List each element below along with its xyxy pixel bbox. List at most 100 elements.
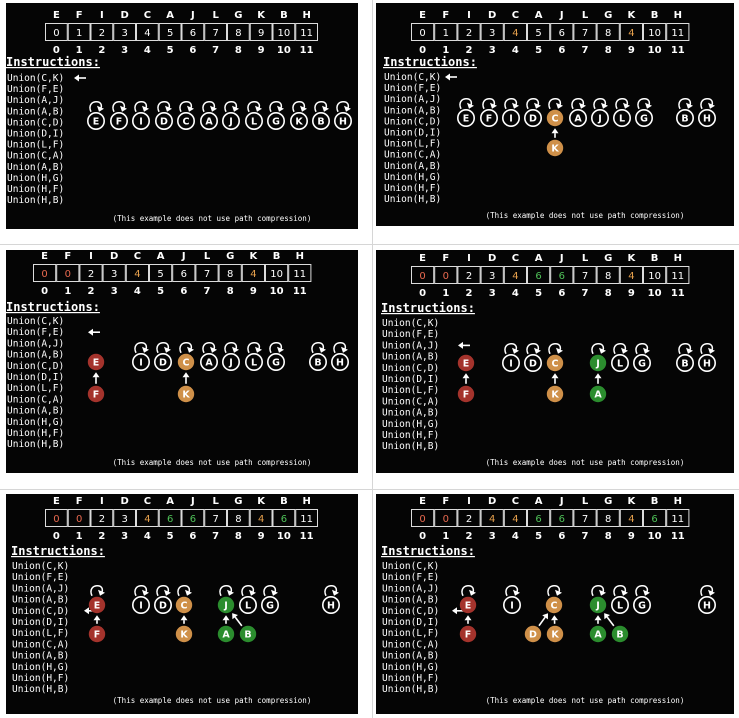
array-index: 2: [88, 286, 95, 297]
column-letter-L: L: [204, 251, 211, 262]
instruction-line: Union(A,B): [384, 161, 441, 172]
svg-text:C: C: [183, 358, 190, 369]
array-index: 5: [535, 288, 542, 299]
svg-text:G: G: [266, 601, 274, 612]
svg-text:D: D: [529, 630, 537, 641]
array-cell: [596, 23, 620, 41]
svg-text:H: H: [339, 117, 347, 128]
array-cell: [527, 509, 551, 527]
array-value: 4: [134, 269, 140, 280]
node-D: D: [523, 109, 542, 128]
array-index: 3: [489, 288, 496, 299]
self-loop-arrow: [482, 98, 497, 110]
svg-text:G: G: [638, 359, 646, 370]
parent-pointer-arrow: [594, 373, 602, 384]
node-J: J: [222, 112, 241, 131]
column-letter-F: F: [76, 496, 83, 507]
svg-text:A: A: [205, 117, 213, 128]
array-cell: [573, 509, 597, 527]
svg-text:I: I: [509, 359, 513, 370]
array-index: 6: [558, 531, 565, 542]
instruction-line: Union(H,F): [384, 183, 441, 194]
array-value: 3: [121, 514, 127, 525]
instruction-line: Union(A,B): [7, 350, 64, 361]
array-value: 8: [605, 28, 611, 39]
array-cell: [573, 23, 597, 41]
array-cell: [434, 266, 458, 284]
instruction-line: Union(H,G): [382, 662, 439, 673]
parent-pointer-arrow: [462, 373, 470, 384]
array-value: 2: [466, 271, 472, 282]
svg-text:D: D: [529, 114, 537, 125]
array-cell: [295, 23, 318, 41]
array-value: 6: [281, 514, 287, 525]
array-value: 4: [144, 28, 150, 39]
array-index: 6: [558, 45, 565, 56]
column-letter-K: K: [257, 10, 266, 21]
parent-pointer-arrow: [464, 615, 472, 624]
node-D: D: [524, 625, 542, 643]
column-letter-B: B: [273, 251, 281, 262]
array-value: 4: [628, 271, 634, 282]
svg-text:B: B: [681, 359, 688, 370]
array-value: 3: [489, 271, 495, 282]
svg-text:F: F: [463, 390, 470, 401]
array-index: 0: [53, 531, 60, 542]
array-cell: [136, 23, 159, 41]
column-letter-I: I: [467, 10, 471, 21]
instruction-line: Union(D,I): [382, 617, 439, 628]
footnote: (This example does not use path compress…: [113, 214, 312, 223]
self-loop-arrow: [179, 101, 194, 113]
current-instruction-arrow: [445, 73, 457, 81]
instruction-line: Union(A,B): [382, 408, 439, 419]
array-index: 2: [98, 45, 105, 56]
array-index: 8: [605, 45, 612, 56]
array-value: 7: [582, 514, 588, 525]
array-index: 8: [235, 531, 242, 542]
svg-text:F: F: [93, 390, 100, 401]
array-value: 6: [651, 514, 657, 525]
array-index: 0: [53, 45, 60, 56]
node-F: F: [457, 385, 475, 403]
self-loop-arrow: [224, 342, 239, 354]
column-letter-E: E: [53, 10, 60, 21]
column-letter-D: D: [488, 496, 496, 507]
parent-pointer-arrow: [182, 372, 190, 384]
svg-text:L: L: [251, 358, 257, 369]
node-C: C: [545, 596, 563, 614]
instruction-line: Union(L,F): [382, 385, 439, 396]
parent-pointer-arrow: [538, 613, 549, 627]
self-loop-arrow: [635, 585, 650, 597]
array-value: 4: [258, 514, 264, 525]
node-F: F: [88, 625, 106, 643]
array-index: 0: [41, 286, 48, 297]
instruction-line: Union(A,J): [12, 583, 69, 594]
node-C: C: [177, 353, 195, 371]
parent-pointer-arrow: [93, 615, 101, 624]
svg-text:K: K: [182, 390, 190, 401]
instruction-line: Union(H,B): [12, 684, 69, 695]
panel-content-step-0: E F I D C A J L G K B H 0 1 2 3 4 5 6 7 8 9 10 11 0 1 2 3 4 5 6 7 8 9 10 11…: [6, 10, 352, 223]
instruction-line: Union(C,D): [12, 606, 69, 617]
instruction-line: Union(A,J): [382, 340, 439, 351]
array-cell: [619, 266, 643, 284]
array-cell: [550, 509, 574, 527]
node-B: B: [239, 625, 257, 643]
column-letter-G: G: [604, 10, 612, 21]
array-cell: [596, 266, 620, 284]
array-value: 0: [419, 271, 425, 282]
array-cell: [596, 509, 620, 527]
parent-pointer-arrow: [551, 373, 559, 384]
svg-text:C: C: [552, 359, 559, 370]
self-loop-arrow: [134, 585, 149, 597]
array-value: 11: [671, 28, 684, 39]
array-cell: [249, 509, 273, 527]
svg-text:K: K: [551, 630, 559, 641]
array-cell: [666, 23, 690, 41]
array-index: 7: [212, 45, 219, 56]
instruction-line: Union(H,B): [382, 684, 439, 695]
instruction-line: Union(L,F): [7, 383, 64, 394]
node-C: C: [546, 109, 564, 127]
svg-text:C: C: [551, 601, 558, 612]
self-loop-arrow: [156, 585, 171, 597]
